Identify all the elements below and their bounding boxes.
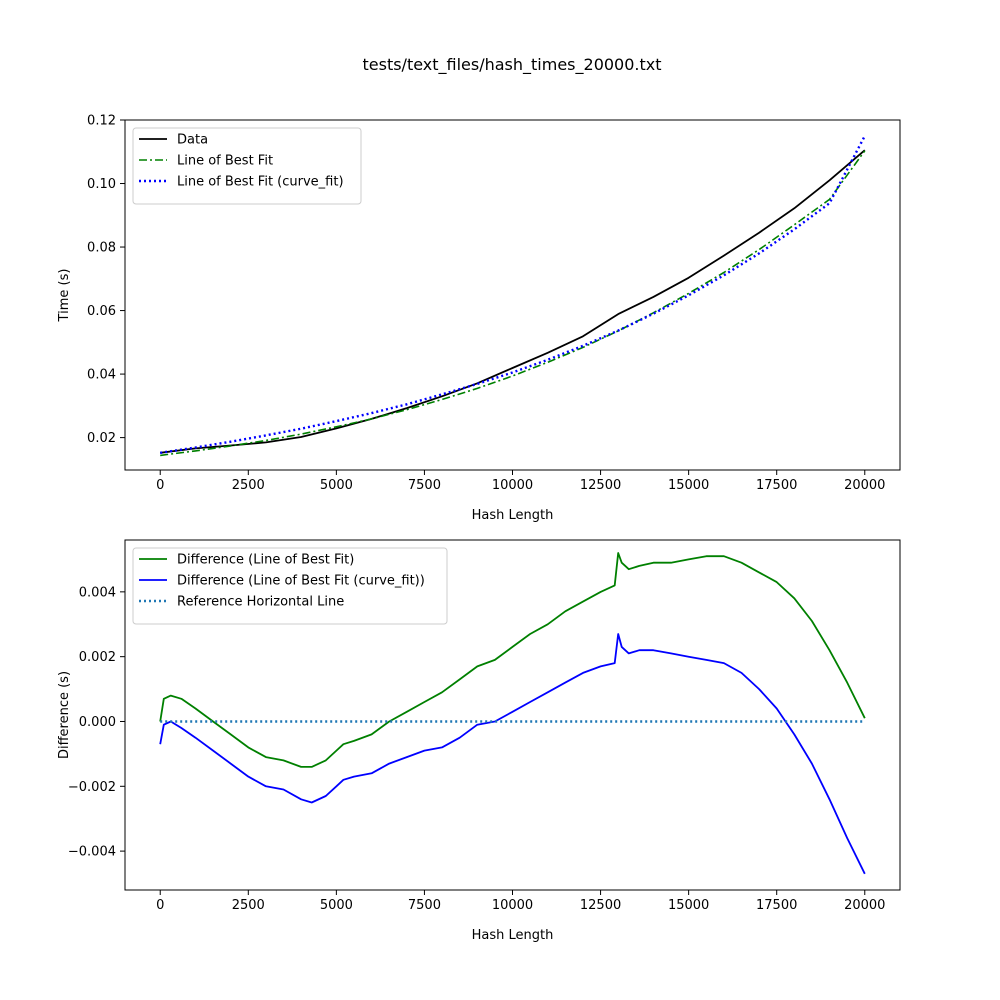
top-plot: 0 2500 5000 7500 10000 12500 15000 17500 20000 0.… (57, 114, 901, 523)
y-tick-label: −0.004 (68, 845, 116, 860)
y-tick-label: 0.12 (87, 114, 116, 129)
x-tick-label: 10000 (492, 898, 533, 913)
y-tick-label: 0.004 (79, 585, 116, 600)
x-tick-label: 20000 (844, 898, 885, 913)
x-tick-label: 17500 (756, 478, 797, 493)
series-lines (159, 552, 866, 875)
legend-label: Difference (Line of Best Fit (curve_fit)… (177, 574, 425, 589)
x-axis-label: Hash Length (472, 508, 554, 523)
series-line-1 (159, 552, 866, 768)
x-tick-label: 5000 (320, 478, 353, 493)
series-line-1 (160, 149, 866, 454)
x-tick-label: 15000 (668, 478, 709, 493)
x-tick-label: 2500 (232, 478, 265, 493)
x-tick-label: 7500 (408, 898, 441, 913)
legend-label: Line of Best Fit (177, 154, 273, 169)
y-axis-label: Time (s) (57, 269, 72, 323)
x-tick-label: 20000 (844, 478, 885, 493)
y-tick-label: −0.002 (68, 780, 116, 795)
x-axis-label: Hash Length (472, 928, 554, 943)
x-tick-label: 5000 (320, 898, 353, 913)
x-tick-label: 2500 (232, 898, 265, 913)
x-tick-label: 15000 (668, 898, 709, 913)
y-tick-label: 0.02 (87, 431, 116, 446)
series-line-3 (160, 135, 866, 454)
x-tick-label: 17500 (756, 898, 797, 913)
y-tick-label: 0.04 (87, 368, 116, 383)
legend-label: Data (177, 133, 208, 148)
y-tick-label: 0.002 (79, 650, 116, 665)
y-tick-label: 0.000 (79, 715, 116, 730)
y-tick-label: 0.08 (87, 241, 116, 256)
legend-label: Difference (Line of Best Fit) (177, 553, 354, 568)
x-tick-label: 12500 (580, 478, 621, 493)
legend-label: Line of Best Fit (curve_fit) (177, 175, 344, 190)
series-line-2 (159, 633, 866, 875)
y-tick-label: 0.10 (87, 177, 116, 192)
legend-box (132, 547, 448, 625)
series-lines (160, 135, 866, 457)
x-tick-label: 0 (156, 898, 164, 913)
legend-box (132, 127, 362, 205)
figure-title: tests/text_files/hash_times_20000.txt (362, 55, 661, 75)
legend: Data Line of Best Fit Line of Best Fit (cu… (132, 127, 362, 205)
series-line-2 (160, 150, 866, 457)
y-tick-label: 0.06 (87, 304, 116, 319)
legend: Difference (Line of Best Fit) Difference … (132, 547, 448, 625)
legend-label: Reference Horizontal Line (177, 595, 344, 610)
x-tick-label: 12500 (580, 898, 621, 913)
x-tick-label: 10000 (492, 478, 533, 493)
x-tick-label: 0 (156, 478, 164, 493)
y-axis-label: Difference (s) (57, 671, 72, 759)
bottom-plot: 0 2500 5000 7500 10000 12500 15000 17500 20000 −0… (57, 539, 901, 943)
x-tick-label: 7500 (408, 478, 441, 493)
